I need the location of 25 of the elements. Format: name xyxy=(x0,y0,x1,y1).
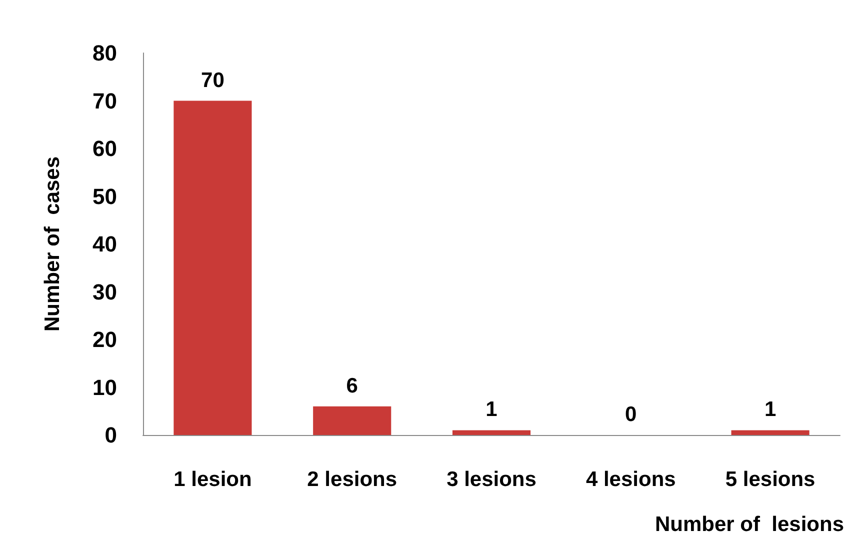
x-axis-title: Number of lesions xyxy=(654,513,844,536)
y-axis-title: Number of cases xyxy=(41,156,64,332)
y-tick-label: 0 xyxy=(104,422,117,448)
x-tick-label: 1 lesion xyxy=(174,468,252,491)
y-tick-label: 20 xyxy=(92,327,117,352)
x-tick-label: 4 lesions xyxy=(586,468,676,491)
bar xyxy=(313,406,392,435)
y-tick-label: 50 xyxy=(92,184,117,209)
data-label: 6 xyxy=(346,374,358,398)
bar xyxy=(452,430,531,435)
bar xyxy=(174,100,252,435)
y-tick-label: 80 xyxy=(92,40,117,66)
bar xyxy=(731,430,810,435)
data-label: 1 xyxy=(486,398,498,422)
y-tick-label: 10 xyxy=(92,374,117,400)
x-tick-label: 5 lesions xyxy=(725,468,816,491)
data-label: 70 xyxy=(201,68,224,92)
y-tick-label: 40 xyxy=(92,232,117,256)
x-tick-label: 2 lesions xyxy=(307,468,398,491)
data-label: 0 xyxy=(625,403,637,426)
y-tick-label: 30 xyxy=(92,279,117,304)
data-label: 1 xyxy=(764,398,776,422)
y-tick-label: 70 xyxy=(92,88,117,114)
x-tick-label: 3 lesions xyxy=(446,468,536,491)
y-tick-label: 60 xyxy=(92,136,117,161)
